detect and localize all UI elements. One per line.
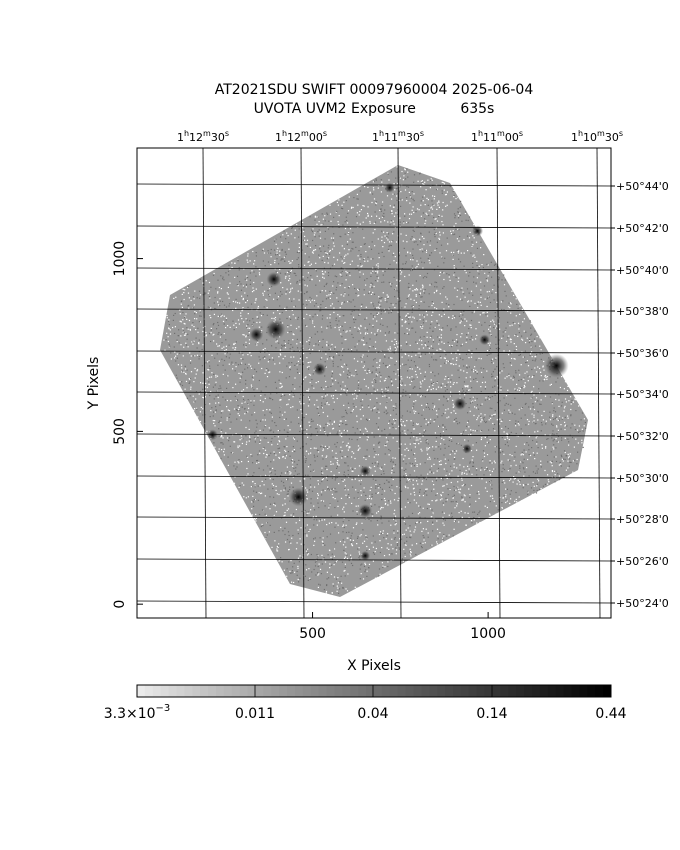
source-12: [207, 429, 218, 441]
y-tick-label-1: 500: [112, 418, 128, 445]
dec-label-3: +50°40'0: [616, 264, 669, 277]
dec-grid-line-8: [137, 475, 611, 479]
dec-grid-line-9: [137, 516, 611, 520]
source-14: [360, 550, 371, 561]
source-11: [472, 225, 484, 237]
ra-label-3: 1h11m30s: [372, 129, 424, 144]
dec-label-10: +50°26'0: [616, 555, 669, 568]
ra-label-1: 1h12m30s: [177, 129, 229, 144]
dec-grid-line-6: [137, 391, 611, 395]
dec-grid-line-7: [137, 433, 611, 437]
dec-label-9: +50°28'0: [616, 513, 669, 526]
colorbar-label-1: 0.011: [235, 706, 275, 722]
dec-label-11: +50°24'0: [616, 597, 669, 610]
y-tick-label-0: 0: [112, 600, 128, 609]
source-4: [266, 271, 282, 287]
dec-grid-line-4: [137, 308, 611, 312]
plot-frame: [136, 147, 612, 619]
x-tick-label-1: 1000: [470, 626, 506, 642]
y-tick-label-2: 1000: [112, 241, 128, 277]
source-15: [384, 182, 395, 193]
ra-grid-line-5: [596, 148, 601, 618]
dec-axis-labels: +50°44'0 +50°42'0 +50°40'0 +50°38'0 +50°36'0…: [611, 180, 669, 610]
title-line-1: AT2021SDU SWIFT 00097960004 2025-06-04: [215, 82, 534, 98]
source-10: [479, 334, 491, 346]
coordinate-grid: [137, 148, 611, 618]
source-9: [453, 397, 467, 411]
dec-grid-line-5: [137, 350, 611, 354]
source-7: [358, 503, 373, 518]
dec-grid-line-3: [137, 267, 611, 271]
dec-label-8: +50°30'0: [616, 472, 669, 485]
ra-axis-labels: 1h12m30s 1h12m00s 1h11m30s 1h11m00s 1h10m30s: [177, 129, 623, 144]
ra-label-5: 1h10m30s: [571, 129, 623, 144]
colorbar-label-4: 0.44: [595, 706, 626, 722]
source-13: [462, 443, 472, 454]
dec-grid-line-10: [137, 558, 611, 562]
colorbar: [137, 685, 612, 697]
y-axis-ticks: 0 500 1000: [112, 241, 143, 609]
exposure-image: [160, 165, 588, 597]
dec-label-1: +50°44'0: [616, 180, 669, 193]
colorbar-label-2: 0.04: [357, 706, 388, 722]
dec-label-4: +50°38'0: [616, 305, 669, 318]
ra-grid-line-3: [397, 148, 402, 618]
x-tick-label-0: 500: [299, 626, 326, 642]
ra-grid-line-4: [496, 148, 501, 618]
colorbar-label-3: 0.14: [476, 706, 507, 722]
ra-label-2: 1h12m00s: [275, 129, 327, 144]
exposure-noise: [163, 166, 588, 594]
ra-label-4: 1h11m00s: [471, 129, 523, 144]
dec-grid-line-1: [137, 183, 611, 187]
y-axis-label: Y Pixels: [86, 357, 102, 411]
colorbar-label-0: 3.3×10−3: [104, 703, 171, 722]
source-8: [359, 465, 371, 477]
dec-label-6: +50°34'0: [616, 388, 669, 401]
x-axis-label: X Pixels: [347, 658, 401, 674]
exposure-footprint: [160, 165, 588, 597]
source-1: [544, 353, 569, 378]
dec-label-7: +50°32'0: [616, 430, 669, 443]
source-3: [249, 327, 264, 342]
x-axis-ticks: 500 1000: [299, 612, 506, 642]
dec-label-5: +50°36'0: [616, 347, 669, 360]
source-6: [289, 487, 308, 507]
dec-grid-line-2: [137, 225, 611, 229]
colorbar-labels: 3.3×10−3 0.011 0.04 0.14 0.44: [104, 685, 627, 722]
source-2: [265, 319, 286, 340]
dec-grid-line-11: [137, 600, 611, 604]
dec-label-2: +50°42'0: [616, 222, 669, 235]
title-line-2: UVOTA UVM2 Exposure 635s: [254, 101, 495, 117]
source-5: [313, 362, 327, 376]
